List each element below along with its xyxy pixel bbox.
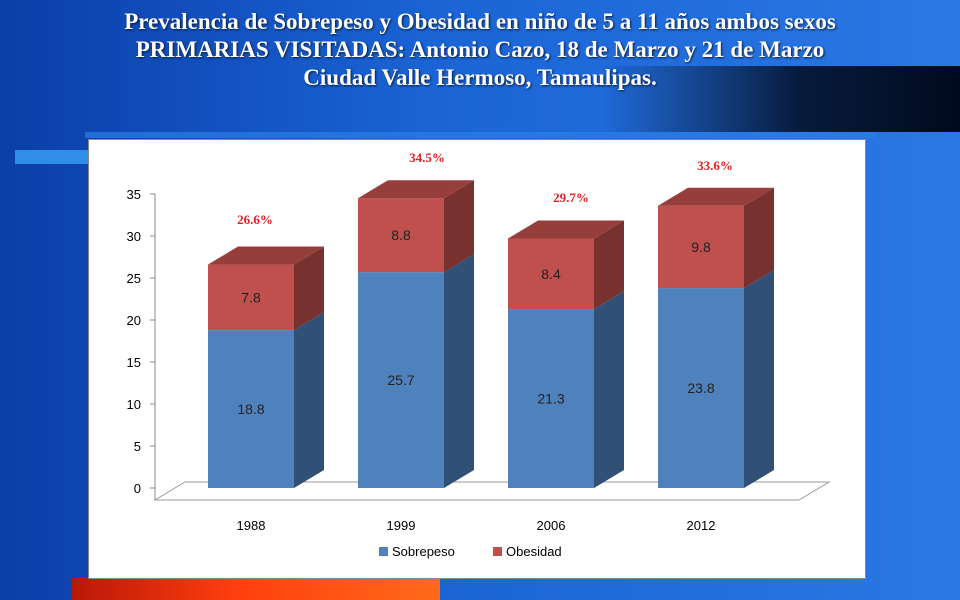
bar-obesidad-2012 (658, 205, 744, 289)
bar-top-2006 (508, 220, 624, 239)
y-tick-label: 25 (127, 271, 141, 286)
legend-label-sobrepeso: Sobrepeso (392, 544, 455, 559)
total-label-1988: 26.6% (237, 212, 273, 227)
y-tick-label: 20 (127, 313, 141, 328)
header-dark-band (600, 66, 960, 132)
title-line-1: Prevalencia de Sobrepeso y Obesidad en n… (124, 9, 836, 34)
bar-sobrepeso-1999 (358, 272, 444, 488)
bottom-accent-bar (72, 578, 440, 600)
bar-side-obesidad-2012 (744, 187, 774, 289)
bar-sobrepeso-1988 (208, 330, 294, 488)
bar-obesidad-1999 (358, 198, 444, 273)
x-tick-label-1999: 1999 (387, 518, 416, 533)
total-label-2012: 33.6% (697, 158, 733, 173)
x-tick-label-2012: 2012 (687, 518, 716, 533)
bar-side-obesidad-1999 (444, 180, 474, 273)
legend-swatch-sobrepeso (379, 547, 388, 556)
legend-swatch-obesidad (493, 547, 502, 556)
slide-title: Prevalencia de Sobrepeso y Obesidad en n… (20, 8, 940, 92)
y-tick-label: 10 (127, 397, 141, 412)
y-tick-label: 15 (127, 355, 141, 370)
legend-label-obesidad: Obesidad (506, 544, 562, 559)
bar-obesidad-2006 (508, 238, 594, 310)
stacked-bar-chart: 0 5 10 15 20 25 30 35 18.8 7.8 1988 25.7 8.8 1999 21.3… (127, 150, 831, 559)
title-line-3: Ciudad Valle Hermoso, Tamaulipas. (303, 65, 657, 90)
data-label-obesidad-1988: 7.8 (241, 289, 261, 305)
bar-sobrepeso-2012 (658, 288, 744, 488)
bar-top-1988 (208, 246, 324, 265)
bar-top-2012 (658, 187, 774, 206)
total-label-1999: 34.5% (409, 150, 445, 165)
data-label-obesidad-2012: 9.8 (691, 239, 711, 255)
total-label-2006: 29.7% (553, 190, 589, 205)
bar-side-obesidad-2006 (594, 220, 624, 310)
bar-side-sobrepeso-1988 (294, 312, 324, 488)
data-label-obesidad-1999: 8.8 (391, 227, 411, 243)
data-label-sobrepeso-2006: 21.3 (537, 391, 564, 407)
bar-side-sobrepeso-2006 (594, 291, 624, 488)
bar-side-sobrepeso-1999 (444, 254, 474, 488)
y-tick-label: 5 (134, 439, 141, 454)
y-tick-label: 0 (134, 481, 141, 496)
bar-top-1999 (358, 180, 474, 199)
x-tick-label-2006: 2006 (537, 518, 566, 533)
data-label-obesidad-2006: 8.4 (541, 266, 561, 282)
bar-sobrepeso-2006 (508, 309, 594, 488)
y-tick-label: 30 (127, 229, 141, 244)
left-accent-strip (15, 150, 90, 164)
chart-frame: 0 5 10 15 20 25 30 35 18.8 7.8 1988 25.7 8.8 1999 21.3… (88, 139, 866, 579)
y-tick-label: 35 (127, 187, 141, 202)
data-label-sobrepeso-2012: 23.8 (687, 380, 714, 396)
bar-side-sobrepeso-2012 (744, 270, 774, 488)
data-label-sobrepeso-1988: 18.8 (237, 401, 264, 417)
bar-side-obesidad-1988 (294, 246, 324, 331)
data-label-sobrepeso-1999: 25.7 (387, 372, 414, 388)
title-line-2: PRIMARIAS VISITADAS: Antonio Cazo, 18 de… (135, 37, 825, 62)
bar-obesidad-1988 (208, 264, 294, 331)
x-tick-label-1988: 1988 (237, 518, 266, 533)
header-accent-strip (85, 132, 875, 138)
